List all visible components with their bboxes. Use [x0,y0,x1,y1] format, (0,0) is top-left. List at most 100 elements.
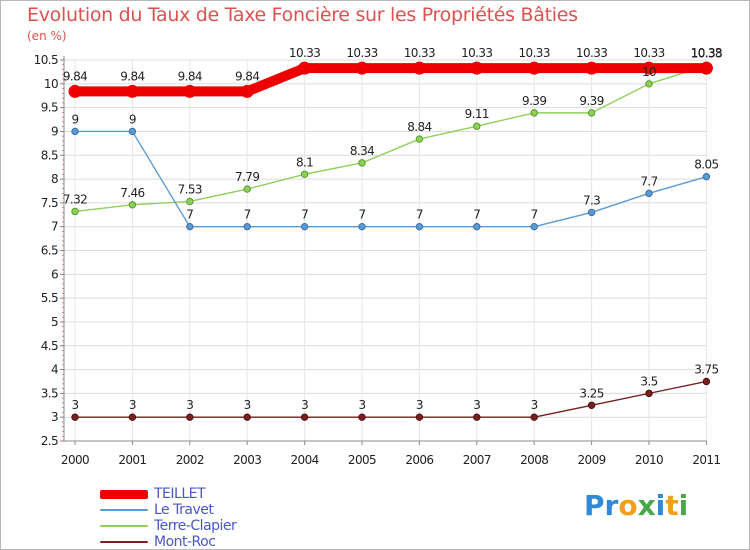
data-label: 7 [416,208,423,222]
chart-grid [64,59,707,442]
data-label: 10.33 [691,46,722,60]
data-point [585,61,599,75]
x-tick-label: 2009 [578,453,606,467]
data-label: 7.79 [235,170,259,184]
legend-item-teillet: TEILLET [100,486,236,502]
data-label: 3 [301,398,308,412]
x-tick-label: 2000 [61,453,89,467]
y-tick-label: 5 [51,315,58,329]
data-label: 9 [71,112,78,126]
y-tick-label: 6 [51,267,58,281]
data-point [186,413,194,421]
x-tick-label: 2007 [463,453,491,467]
y-tick-label: 5.5 [41,291,58,305]
data-label: 7 [301,208,308,222]
data-point [355,61,369,75]
data-point [125,84,139,98]
data-point [645,189,653,198]
data-label: 3 [71,398,78,412]
data-point [587,401,596,409]
data-point [702,377,711,386]
data-label: 7 [186,208,193,222]
data-label: 8.84 [407,120,431,134]
x-axis-ticks: 2000 2001 2002 2003 2004 2005 2006 2007 2008 2009… [61,453,721,467]
data-label: 7.7 [640,174,657,188]
data-label: 3 [186,398,193,412]
y-axis-ticks: 2.5 3 3.5 4 4.5 5 5.5 6 6.5 7 7.5 8 8.5 9 9.5 10 10.5 [34,53,59,448]
data-label: 9.39 [522,94,546,108]
logo-letter: i [655,489,666,522]
data-label: 3.5 [640,374,657,388]
data-point [587,109,596,117]
data-label: 9.84 [120,69,144,83]
data-point [358,159,366,167]
data-label: 9 [129,112,136,126]
y-tick-label: 9.5 [41,101,58,115]
data-label: 10.38 [691,47,722,61]
x-tick-label: 2001 [118,453,146,467]
chart-axes [60,56,707,445]
data-label: 3 [473,398,480,412]
series-line-le-travet [74,130,708,228]
data-point [298,61,312,75]
x-tick-label: 2003 [233,453,261,467]
data-point [473,122,481,130]
x-tick-label: 2008 [520,453,548,467]
data-point [642,61,656,75]
y-tick-label: 7 [51,220,58,234]
data-point [527,61,541,75]
data-point [358,222,366,231]
logo-letter: o [618,489,638,522]
data-label: 3 [531,398,538,412]
data-label: 7.32 [63,192,87,206]
data-label: 7.46 [120,186,144,200]
data-point [412,61,426,75]
legend-label: TEILLET [154,486,206,502]
data-label: 7 [358,208,365,222]
legend-swatch [100,525,148,527]
data-point [243,413,251,421]
data-label: 3 [358,398,365,412]
x-tick-label: 2004 [291,453,319,467]
legend-swatch [100,489,148,499]
data-point [300,170,309,179]
data-label: 10.33 [346,46,377,60]
y-tick-label: 8.5 [41,148,58,162]
data-point [186,197,194,206]
data-label: 7.53 [178,182,202,196]
y-tick-label: 3.5 [41,386,58,400]
chart-title: Evolution du Taux de Taxe Foncière sur l… [27,4,578,26]
x-tick-label: 2010 [635,453,663,467]
data-label: 3.25 [579,386,603,400]
logo-letter: P [584,489,605,522]
series-line-terre-clapier [74,65,708,213]
logo-letter: t [665,489,679,522]
data-label: 7 [244,208,251,222]
data-point [699,61,713,75]
x-tick-label: 2005 [348,453,376,467]
data-label: 7 [531,208,538,222]
data-point [415,413,424,421]
y-tick-label: 8 [51,172,58,186]
data-point [473,222,481,231]
data-point [702,172,711,181]
data-point [128,127,137,136]
data-point [71,207,79,216]
data-label: 7.3 [583,193,600,207]
data-label: 10.33 [289,46,320,60]
y-tick-label: 4 [51,363,58,377]
data-point [68,84,82,98]
data-label: 9.84 [63,69,87,83]
x-tick-label: 2002 [176,453,204,467]
legend-item-terre-clapier: Terre-Clapier [100,518,237,534]
data-point [587,208,596,217]
data-point [71,413,79,421]
y-tick-label: 7.5 [41,196,58,210]
y-tick-label: 3 [51,410,58,424]
data-point [183,84,197,98]
series-line-mont-roc [74,380,708,418]
chart-series [68,61,713,421]
logo-letter: x [637,489,656,522]
data-point [530,222,538,231]
